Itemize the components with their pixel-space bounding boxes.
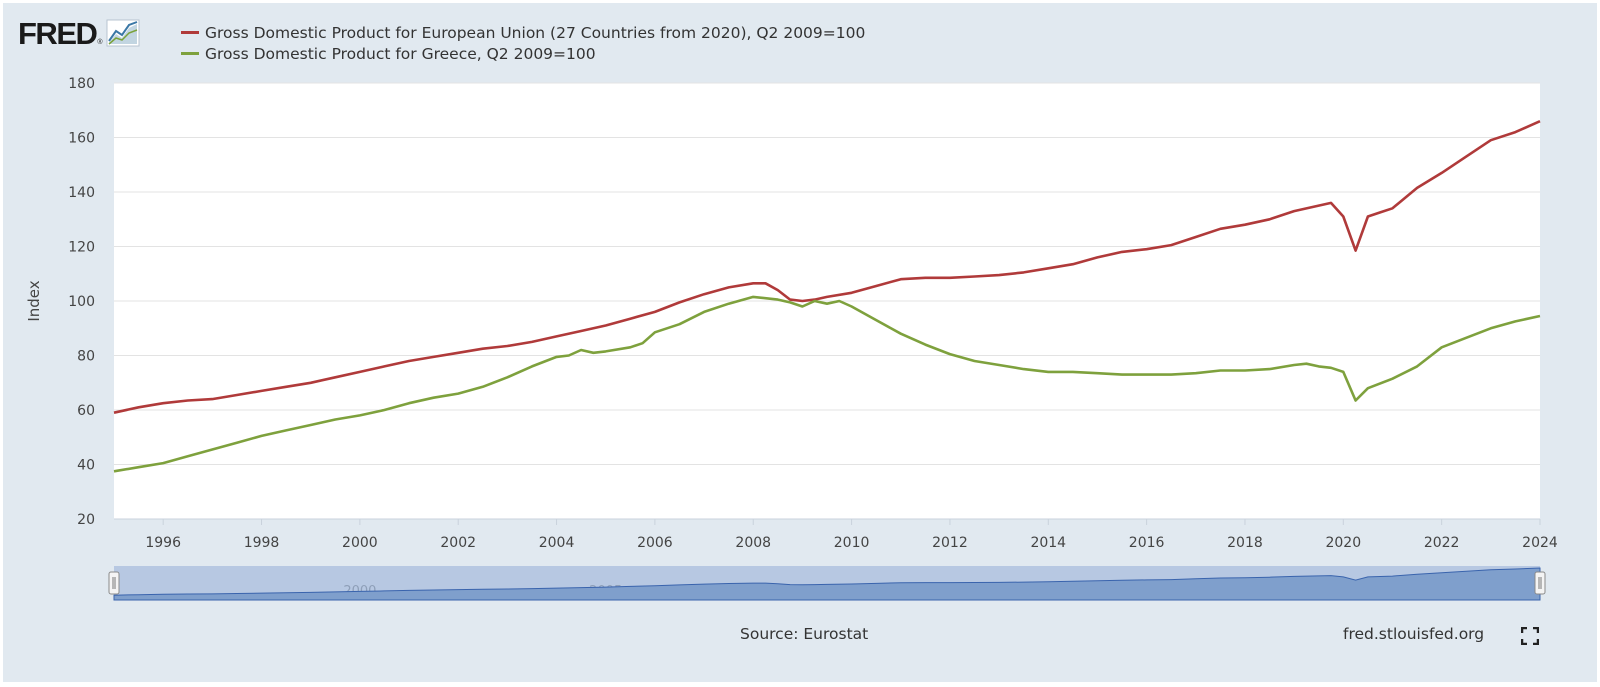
series-line-eu[interactable] bbox=[113, 120, 1541, 414]
fred-logo-text: FRED bbox=[18, 16, 98, 51]
y-tick-label: 120 bbox=[68, 240, 95, 256]
chart-frame: FRED ® Gross Domestic Product for Europe… bbox=[3, 3, 1597, 682]
x-tick-label: 2006 bbox=[637, 535, 673, 551]
x-tick-label: 2014 bbox=[1030, 535, 1066, 551]
legend-label-greece: Gross Domestic Product for Greece, Q2 20… bbox=[205, 44, 596, 63]
x-tick-label: 2018 bbox=[1227, 535, 1263, 551]
chart-legend: Gross Domestic Product for European Unio… bbox=[181, 22, 865, 64]
legend-item-eu[interactable]: Gross Domestic Product for European Unio… bbox=[181, 22, 865, 43]
y-tick-label: 100 bbox=[68, 294, 95, 310]
y-tick-label: 60 bbox=[77, 403, 95, 419]
fred-graph-icon bbox=[106, 19, 140, 47]
legend-item-greece[interactable]: Gross Domestic Product for Greece, Q2 20… bbox=[181, 43, 865, 64]
fred-logo[interactable]: FRED ® bbox=[18, 17, 140, 51]
y-axis-ticks: 20 40 60 80 100 120 140 160 180 bbox=[68, 76, 95, 528]
legend-swatch-greece bbox=[181, 52, 199, 55]
y-tick-label: 20 bbox=[77, 512, 95, 528]
y-axis-label: Index bbox=[25, 280, 43, 321]
x-tick-label: 2004 bbox=[539, 535, 575, 551]
x-tick-label: 2020 bbox=[1325, 535, 1361, 551]
x-tick-label: 2012 bbox=[932, 535, 968, 551]
y-tick-label: 160 bbox=[68, 131, 95, 147]
y-tick-label: 40 bbox=[77, 458, 95, 474]
fullscreen-icon[interactable] bbox=[1521, 627, 1539, 645]
x-tick-label: 2016 bbox=[1129, 535, 1165, 551]
navigator-series-area bbox=[113, 567, 1541, 601]
series-line-greece[interactable] bbox=[113, 295, 1541, 473]
legend-label-eu: Gross Domestic Product for European Unio… bbox=[205, 23, 866, 42]
legend-swatch-eu bbox=[181, 31, 199, 34]
x-tick-label: 2024 bbox=[1522, 535, 1558, 551]
registered-mark: ® bbox=[97, 39, 103, 46]
x-tick-label: 2022 bbox=[1424, 535, 1460, 551]
x-tick-label: 2002 bbox=[440, 535, 476, 551]
y-tick-label: 180 bbox=[68, 76, 95, 92]
grid-lines bbox=[114, 82, 1540, 520]
y-tick-label: 140 bbox=[68, 185, 95, 201]
x-tick-label: 2008 bbox=[735, 535, 771, 551]
range-navigator[interactable]: 20002005201020152020 bbox=[3, 3, 1597, 682]
x-tick-label: 2000 bbox=[342, 535, 378, 551]
navigator-left-handle[interactable] bbox=[108, 571, 120, 595]
y-tick-label: 80 bbox=[77, 349, 95, 365]
source-note: Source: Eurostat bbox=[740, 625, 869, 643]
x-tick-label: 2010 bbox=[834, 535, 870, 551]
site-link[interactable]: fred.stlouisfed.org bbox=[1343, 625, 1485, 643]
x-axis-ticks: 1996 1998 2000 2002 2004 2006 2008 2010 2012 2014… bbox=[145, 519, 1558, 551]
line-chart[interactable]: 20 40 60 80 100 120 140 160 180 1996 1998 2000 2002… bbox=[3, 3, 1597, 563]
navigator-right-handle[interactable] bbox=[1534, 571, 1546, 595]
x-tick-label: 1996 bbox=[145, 535, 181, 551]
x-tick-label: 1998 bbox=[244, 535, 280, 551]
series-lines bbox=[113, 120, 1541, 473]
